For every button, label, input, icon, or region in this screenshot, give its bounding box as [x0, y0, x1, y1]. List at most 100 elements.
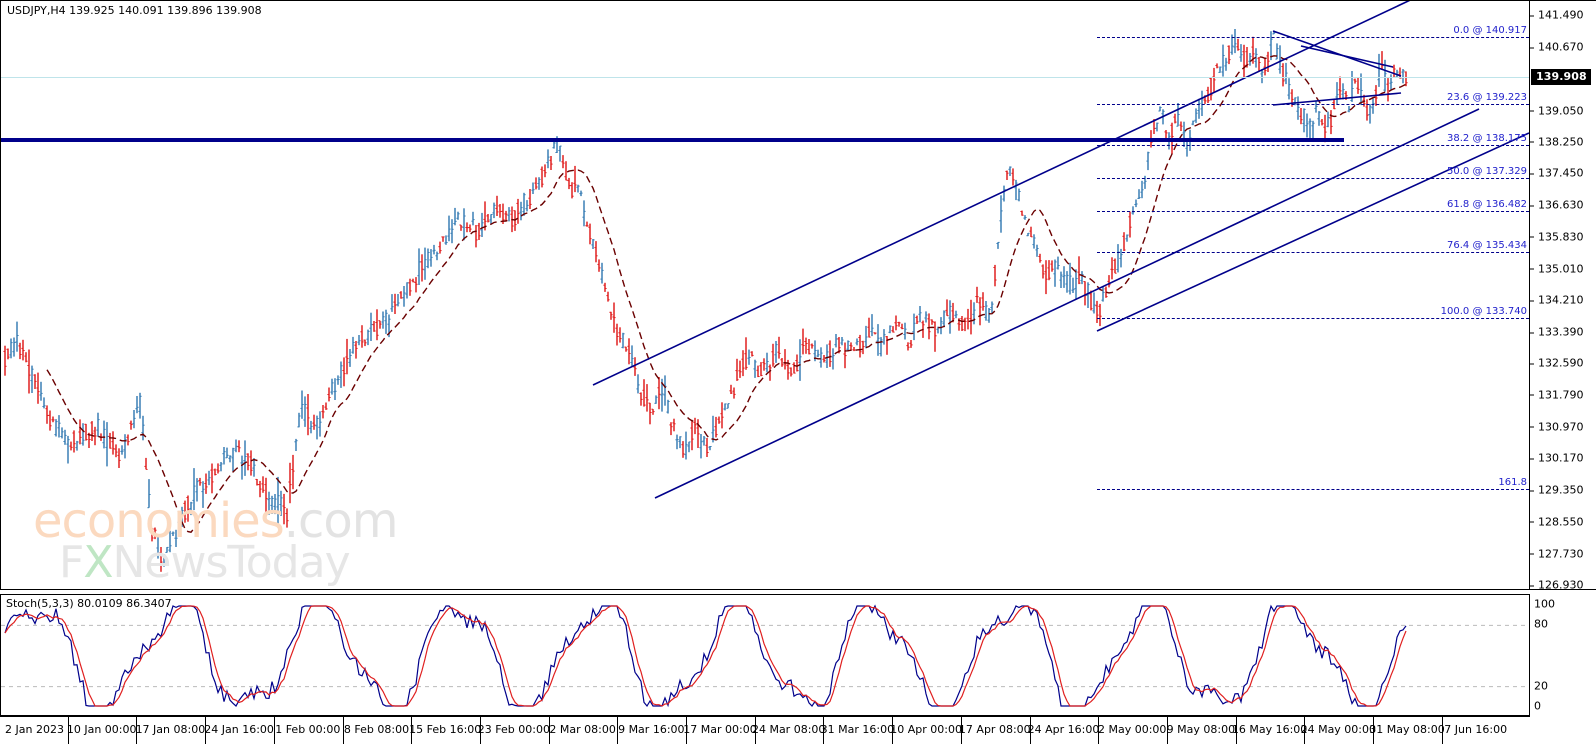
fibonacci-line[interactable] [1097, 318, 1529, 320]
time-axis-tick: 10 Jan 00:00 [66, 723, 137, 736]
time-axis-separator [892, 717, 894, 744]
time-axis-separator [205, 717, 207, 744]
fibonacci-label: 0.0 @ 140.917 [1453, 25, 1527, 37]
time-axis-tick: 7 Jun 16:00 [1444, 723, 1508, 736]
price-axis-tick: 135.830 [1530, 230, 1584, 243]
time-axis-tick: 31 May 08:00 [1369, 723, 1445, 736]
stochastic-axis-tick: 100 [1534, 597, 1555, 611]
time-axis-separator [617, 717, 619, 744]
fibonacci-line[interactable] [1097, 144, 1529, 146]
fibonacci-label: 161.8 [1498, 476, 1527, 488]
time-axis-tick: 1 Feb 00:00 [275, 723, 341, 736]
trend-channel-lines [592, 1, 1529, 499]
price-axis-tick: 130.170 [1530, 452, 1584, 465]
price-series-canvas [3, 1, 1529, 572]
price-chart-pane[interactable]: economies.com FXNewsToday 0.0 @ 140.917 2… [0, 0, 1530, 590]
price-axis-tick: 130.970 [1530, 420, 1584, 433]
price-axis[interactable]: 141.490 140.670 139.050 138.250 137.450 136.6… [1530, 0, 1596, 592]
resistance-level-line [1, 137, 1344, 142]
price-axis-tick: 131.790 [1530, 388, 1584, 401]
fibonacci-line[interactable] [1097, 177, 1529, 179]
stochastic-level-lines [1, 624, 1529, 688]
price-axis-tick: 139.050 [1530, 104, 1584, 117]
time-axis-separator [411, 717, 413, 744]
stochastic-series-canvas [1, 604, 1529, 708]
wedge-pattern-lines [1272, 30, 1402, 106]
time-axis-tick: 15 Feb 16:00 [409, 723, 482, 736]
time-axis-tick: 24 Jan 16:00 [204, 723, 274, 736]
time-axis-tick: 9 Mar 16:00 [618, 723, 685, 736]
time-axis-tick: 23 Feb 00:00 [477, 723, 550, 736]
time-axis-separator [1029, 717, 1031, 744]
price-axis-tick: 133.390 [1530, 326, 1584, 339]
time-axis-tick: 17 Mar 00:00 [683, 723, 757, 736]
fibonacci-line[interactable] [1097, 211, 1529, 213]
fibonacci-label: 38.2 @ 138.175 [1447, 132, 1527, 144]
time-axis-tick: 8 Feb 08:00 [343, 723, 410, 736]
candlestick-series [3, 29, 1408, 572]
time-axis-separator [754, 717, 756, 744]
time-axis-tick: 24 Apr 16:00 [1027, 723, 1100, 736]
price-axis-tick: 128.550 [1530, 515, 1584, 528]
price-axis-tick: 132.590 [1530, 357, 1584, 370]
price-axis-tick: 138.250 [1530, 135, 1584, 148]
fibonacci-line[interactable] [1097, 488, 1529, 490]
stochastic-label: Stoch(5,3,3) 80.0109 86.3407 [6, 597, 172, 610]
price-axis-tick: 135.010 [1530, 262, 1584, 275]
fibonacci-line[interactable] [1097, 37, 1529, 39]
time-axis-separator [1441, 717, 1443, 744]
time-axis-separator [1166, 717, 1168, 744]
time-axis-tick: 31 Mar 16:00 [820, 723, 895, 736]
fibonacci-label: 61.8 @ 136.482 [1447, 199, 1527, 211]
stochastic-pane[interactable]: Stoch(5,3,3) 80.0109 86.3407 [0, 594, 1530, 716]
fibonacci-line[interactable] [1097, 252, 1529, 254]
fibonacci-label: 76.4 @ 135.434 [1447, 240, 1527, 252]
time-axis-tick: 24 Mar 08:00 [751, 723, 826, 736]
stochastic-k-line [4, 604, 1407, 708]
time-axis-separator [960, 717, 962, 744]
time-axis-tick: 2 Jan 2023 [5, 723, 64, 736]
price-axis-tick: 127.730 [1530, 547, 1584, 560]
stochastic-axis-tick: 20 [1534, 679, 1548, 693]
time-axis-separator [342, 717, 344, 744]
stochastic-axis: 100 80 20 0 [1530, 594, 1596, 716]
time-axis-tick: 17 Apr 08:00 [958, 723, 1031, 736]
time-axis-separator [823, 717, 825, 744]
moving-average-line [46, 55, 1407, 533]
time-axis-tick: 16 May 16:00 [1231, 723, 1308, 736]
fibonacci-label: 50.0 @ 137.329 [1447, 165, 1527, 177]
price-axis-tick: 134.210 [1530, 294, 1584, 307]
time-axis-tick: 24 May 00:00 [1300, 723, 1377, 736]
time-axis-tick: 2 May 00:00 [1097, 723, 1167, 736]
time-axis-separator [1235, 717, 1237, 744]
stochastic-axis-tick: 0 [1534, 699, 1541, 713]
current-price-line [1, 76, 1529, 78]
time-axis[interactable]: 2 Jan 2023 10 Jan 00:00 17 Jan 08:00 24 Jan… [0, 716, 1530, 744]
time-axis-tick: 10 Apr 00:00 [890, 723, 962, 736]
time-axis-separator [67, 717, 69, 744]
time-axis-tick: 2 Mar 08:00 [549, 723, 616, 736]
time-axis-separator [548, 717, 550, 744]
time-axis-separator [1098, 717, 1100, 744]
fibonacci-label: 23.6 @ 139.223 [1447, 91, 1527, 103]
fibonacci-line[interactable] [1097, 103, 1529, 105]
time-axis-separator [479, 717, 481, 744]
stochastic-axis-tick: 80 [1534, 617, 1548, 631]
stochastic-d-line [4, 605, 1407, 707]
fibonacci-label: 100.0 @ 133.740 [1440, 306, 1527, 318]
time-axis-separator [686, 717, 687, 744]
time-axis-separator [273, 717, 275, 744]
time-axis-separator [1373, 717, 1374, 744]
price-axis-tick: 136.630 [1530, 199, 1584, 212]
price-axis-tick: 141.490 [1530, 9, 1584, 22]
time-axis-separator [1304, 717, 1306, 744]
last-price-label: 139.908 [1531, 68, 1591, 85]
price-axis-tick: 126.930 [1530, 579, 1584, 592]
time-axis-tick: 17 Jan 08:00 [135, 723, 206, 736]
time-axis-tick: 9 May 08:00 [1166, 723, 1236, 736]
chart-title: USDJPY,H4 139.925 140.091 139.896 139.90… [7, 4, 262, 17]
price-axis-tick: 129.350 [1530, 484, 1584, 497]
price-axis-tick: 140.670 [1530, 41, 1584, 54]
time-axis-separator [136, 717, 138, 744]
